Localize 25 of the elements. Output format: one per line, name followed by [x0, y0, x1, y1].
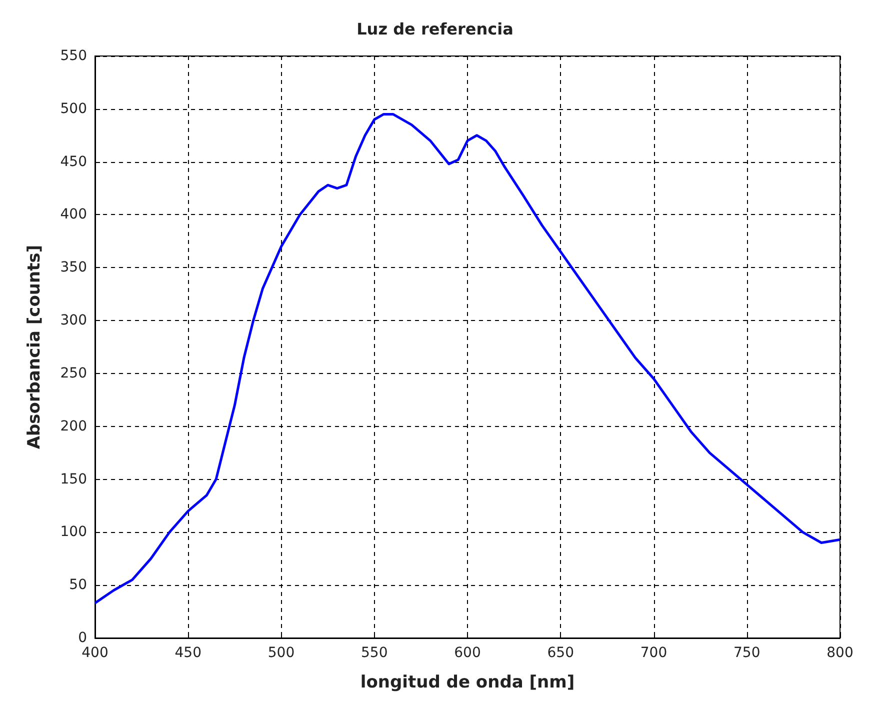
- x-tick-label: 450: [174, 645, 202, 661]
- y-tick-label: 250: [60, 365, 87, 382]
- y-axis-title: Absorbancia [counts]: [24, 244, 44, 450]
- y-tick-label: 550: [60, 48, 87, 64]
- y-tick-label: 350: [60, 260, 87, 276]
- y-tick-label: 500: [60, 100, 87, 117]
- y-tick-label: 150: [60, 471, 87, 488]
- y-tick-label: 100: [60, 524, 87, 540]
- y-tick-label: 300: [60, 312, 87, 329]
- y-tick-label: 400: [60, 206, 87, 223]
- y-tick-label: 50: [69, 577, 87, 594]
- x-tick-label: 650: [547, 645, 574, 661]
- chart-title: Luz de referencia: [356, 20, 514, 38]
- x-axis-title: longitud de onda [nm]: [360, 672, 575, 692]
- x-tick-label: 400: [82, 645, 108, 661]
- x-tick-label: 500: [268, 645, 295, 661]
- x-tick-label: 600: [454, 645, 481, 661]
- x-tick-label: 800: [826, 645, 854, 661]
- x-tick-label: 750: [734, 645, 760, 661]
- y-tick-label: 200: [60, 418, 87, 434]
- line-series: [94, 112, 842, 604]
- y-tick-label: 0: [78, 630, 87, 646]
- x-tick-label: 550: [361, 645, 388, 661]
- y-tick-label: 450: [60, 154, 87, 170]
- x-tick-label: 700: [640, 645, 668, 661]
